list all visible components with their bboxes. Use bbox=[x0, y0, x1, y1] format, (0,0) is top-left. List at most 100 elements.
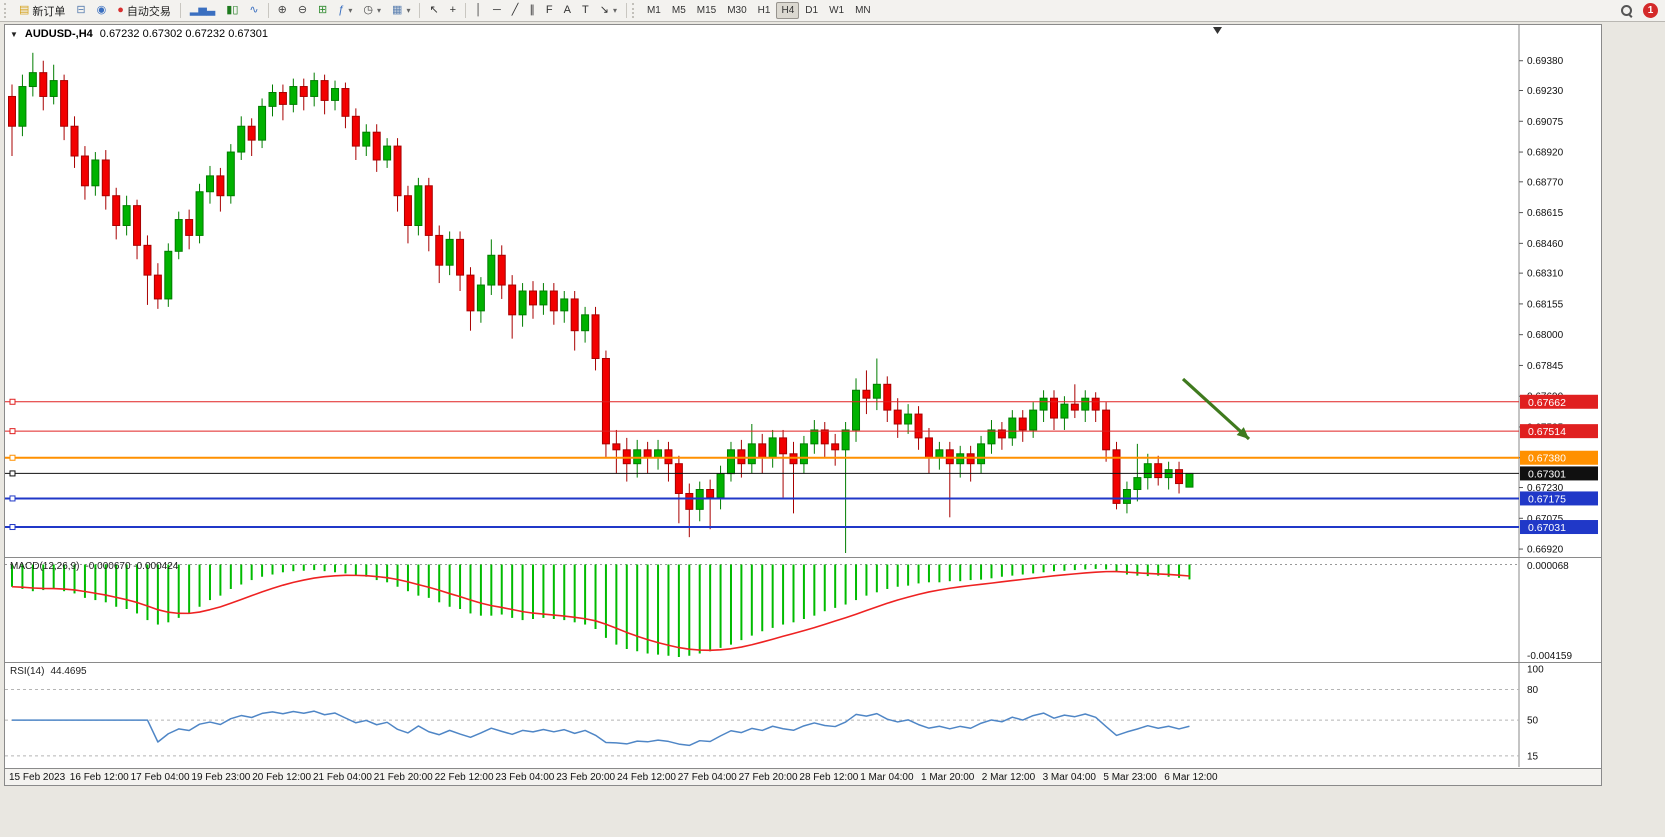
templates-button[interactable]: ▦ ▾ bbox=[387, 1, 415, 21]
timeframe-toolbar: M1 M5 M15 M30 H1 H4 D1 W1 MN bbox=[642, 2, 876, 19]
horizontal-price-lines[interactable]: 0.67662 0.67514 0.67380 0.67301 0.67175 0.670… bbox=[5, 394, 1598, 535]
time-label: 3 Mar 04:00 bbox=[1042, 772, 1096, 783]
chart-symbol-period: AUDUSD-,H4 bbox=[24, 28, 93, 40]
cursor-button[interactable]: ↖ bbox=[424, 1, 443, 21]
time-label: 15 Feb 2023 bbox=[9, 772, 66, 783]
time-label: 1 Mar 04:00 bbox=[860, 772, 914, 783]
timeframe-h4[interactable]: H4 bbox=[776, 2, 800, 19]
templates-icon: ▦ bbox=[392, 4, 403, 16]
channel-button[interactable]: ∥ bbox=[524, 1, 540, 21]
zoom-out-icon: ⊖ bbox=[297, 4, 308, 16]
chart-window: ▼ AUDUSD-,H4 0.67232 0.67302 0.67232 0.6… bbox=[4, 24, 1602, 786]
rsi-scale-label: 15 bbox=[1527, 751, 1539, 762]
signals-button[interactable]: ◉ bbox=[92, 1, 112, 21]
toolbar-grip[interactable] bbox=[4, 3, 10, 18]
svg-text:0.69075: 0.69075 bbox=[1527, 117, 1564, 128]
timeframe-d1[interactable]: D1 bbox=[805, 5, 819, 16]
channel-icon: ∥ bbox=[529, 4, 535, 16]
price-chart-canvas[interactable]: 0.69380 0.69230 0.69075 0.68920 0.68770 0.686… bbox=[5, 25, 1601, 557]
label-button[interactable]: T bbox=[577, 1, 594, 21]
print-icon: ⊟ bbox=[76, 4, 86, 16]
tile-windows-button[interactable]: ⊞ bbox=[313, 1, 332, 21]
horizontal-line-icon: ─ bbox=[492, 4, 501, 16]
chart-shift-marker[interactable] bbox=[1213, 27, 1222, 34]
price-line-tag bbox=[1520, 491, 1598, 506]
notification-badge[interactable]: 1 bbox=[1643, 3, 1658, 18]
dropdown-caret-icon: ▾ bbox=[348, 6, 353, 15]
time-label: 23 Feb 04:00 bbox=[495, 772, 555, 783]
price-axis[interactable]: 0.69380 0.69230 0.69075 0.68920 0.68770 0.686… bbox=[1519, 56, 1564, 556]
rsi-scale-label: 100 bbox=[1527, 665, 1544, 676]
svg-text:0.67175: 0.67175 bbox=[1528, 493, 1566, 505]
svg-text:0.68615: 0.68615 bbox=[1527, 208, 1564, 219]
periods-button[interactable]: ◷ ▾ bbox=[358, 1, 386, 21]
zoom-out-button[interactable]: ⊖ bbox=[293, 1, 312, 21]
zoom-in-icon: ⊕ bbox=[277, 4, 287, 16]
svg-text:0.67662: 0.67662 bbox=[1528, 397, 1566, 409]
timeframe-m15[interactable]: M15 bbox=[696, 5, 717, 16]
trendline-button[interactable]: ╱ bbox=[507, 1, 524, 21]
text-button[interactable]: A bbox=[559, 1, 576, 21]
timeframe-m30[interactable]: M30 bbox=[727, 5, 747, 16]
panel-separator-rsi[interactable] bbox=[5, 662, 1601, 663]
svg-text:0.67845: 0.67845 bbox=[1527, 361, 1564, 372]
macd-panel-canvas[interactable]: 0.000068 -0.004159 bbox=[5, 558, 1601, 662]
candles bbox=[8, 52, 1194, 554]
line-chart-button[interactable]: ∿ bbox=[244, 1, 263, 21]
new-order-button[interactable]: ▤ 新订单 bbox=[14, 1, 70, 21]
svg-text:0.69380: 0.69380 bbox=[1527, 56, 1564, 67]
autotrading-button[interactable]: ● 自动交易 bbox=[112, 1, 176, 21]
bar-chart-icon: ▂▅▃ bbox=[189, 4, 216, 16]
time-label: 21 Feb 04:00 bbox=[313, 772, 372, 783]
label-icon: T bbox=[581, 4, 589, 16]
toolbar-grip-timeframes[interactable] bbox=[631, 3, 638, 18]
svg-text:0.67031: 0.67031 bbox=[1528, 522, 1566, 534]
rsi-value: 44.4695 bbox=[50, 666, 87, 677]
print-button[interactable]: ⊟ bbox=[71, 1, 90, 21]
time-label: 20 Feb 12:00 bbox=[252, 772, 312, 783]
chart-ohlc-values: 0.67232 0.67302 0.67232 0.67301 bbox=[99, 28, 268, 40]
svg-text:0.69230: 0.69230 bbox=[1527, 86, 1564, 97]
timeframe-m5[interactable]: M5 bbox=[671, 5, 686, 16]
dropdown-caret-icon: ▾ bbox=[612, 6, 617, 15]
candlestick-button[interactable]: ▮▯ bbox=[221, 1, 243, 21]
svg-text:0.68920: 0.68920 bbox=[1527, 148, 1564, 159]
svg-text:0.67514: 0.67514 bbox=[1528, 426, 1566, 438]
time-axis[interactable]: 15 Feb 2023 16 Feb 12:00 17 Feb 04:00 19 Fe… bbox=[5, 768, 1601, 785]
time-label: 6 Mar 12:00 bbox=[1164, 772, 1218, 783]
panel-separator-macd[interactable] bbox=[5, 557, 1601, 558]
price-line-tag bbox=[1520, 424, 1598, 439]
chart-menu-icon[interactable]: ▼ bbox=[10, 29, 18, 39]
macd-label: MACD(12,26,9) -0.000670 -0.000424 bbox=[10, 561, 178, 572]
trendline-icon: ╱ bbox=[511, 4, 519, 16]
svg-text:0.68460: 0.68460 bbox=[1527, 239, 1564, 250]
arrows-button[interactable]: ↘ ▾ bbox=[595, 1, 622, 21]
rsi-panel-canvas[interactable]: 100 80 50 15 bbox=[5, 663, 1601, 767]
macd-name: MACD(12,26,9) bbox=[10, 561, 80, 572]
svg-text:0.68000: 0.68000 bbox=[1527, 330, 1564, 341]
timeframe-mn[interactable]: MN bbox=[855, 5, 871, 16]
horizontal-line-button[interactable]: ─ bbox=[488, 1, 506, 21]
timeframe-w1[interactable]: W1 bbox=[829, 5, 845, 16]
trend-arrow[interactable] bbox=[1181, 377, 1251, 441]
time-label: 23 Feb 20:00 bbox=[556, 772, 616, 783]
timeframe-m1[interactable]: M1 bbox=[646, 5, 661, 16]
timeframe-h1[interactable]: H1 bbox=[757, 5, 771, 16]
macd-scale-bottom: -0.004159 bbox=[1527, 651, 1572, 662]
toolbar-separator bbox=[267, 3, 269, 18]
crosshair-button[interactable]: + bbox=[445, 1, 461, 21]
dropdown-caret-icon: ▾ bbox=[377, 6, 382, 15]
indicators-button[interactable]: ƒ ▾ bbox=[333, 1, 357, 21]
bar-chart-button[interactable]: ▂▅▃ bbox=[185, 1, 220, 21]
vertical-line-button[interactable]: │ bbox=[470, 1, 487, 21]
autotrading-button-label: 自动交易 bbox=[126, 5, 171, 18]
time-label: 28 Feb 12:00 bbox=[799, 772, 859, 783]
crosshair-icon: + bbox=[449, 4, 457, 16]
time-label: 16 Feb 12:00 bbox=[69, 772, 129, 783]
time-label: 5 Mar 23:00 bbox=[1103, 772, 1157, 783]
zoom-in-button[interactable]: ⊕ bbox=[273, 1, 292, 21]
line-chart-icon: ∿ bbox=[249, 4, 259, 16]
search-button[interactable] bbox=[1615, 1, 1638, 21]
fibonacci-button[interactable]: F bbox=[541, 1, 558, 21]
periods-icon: ◷ bbox=[363, 4, 374, 16]
